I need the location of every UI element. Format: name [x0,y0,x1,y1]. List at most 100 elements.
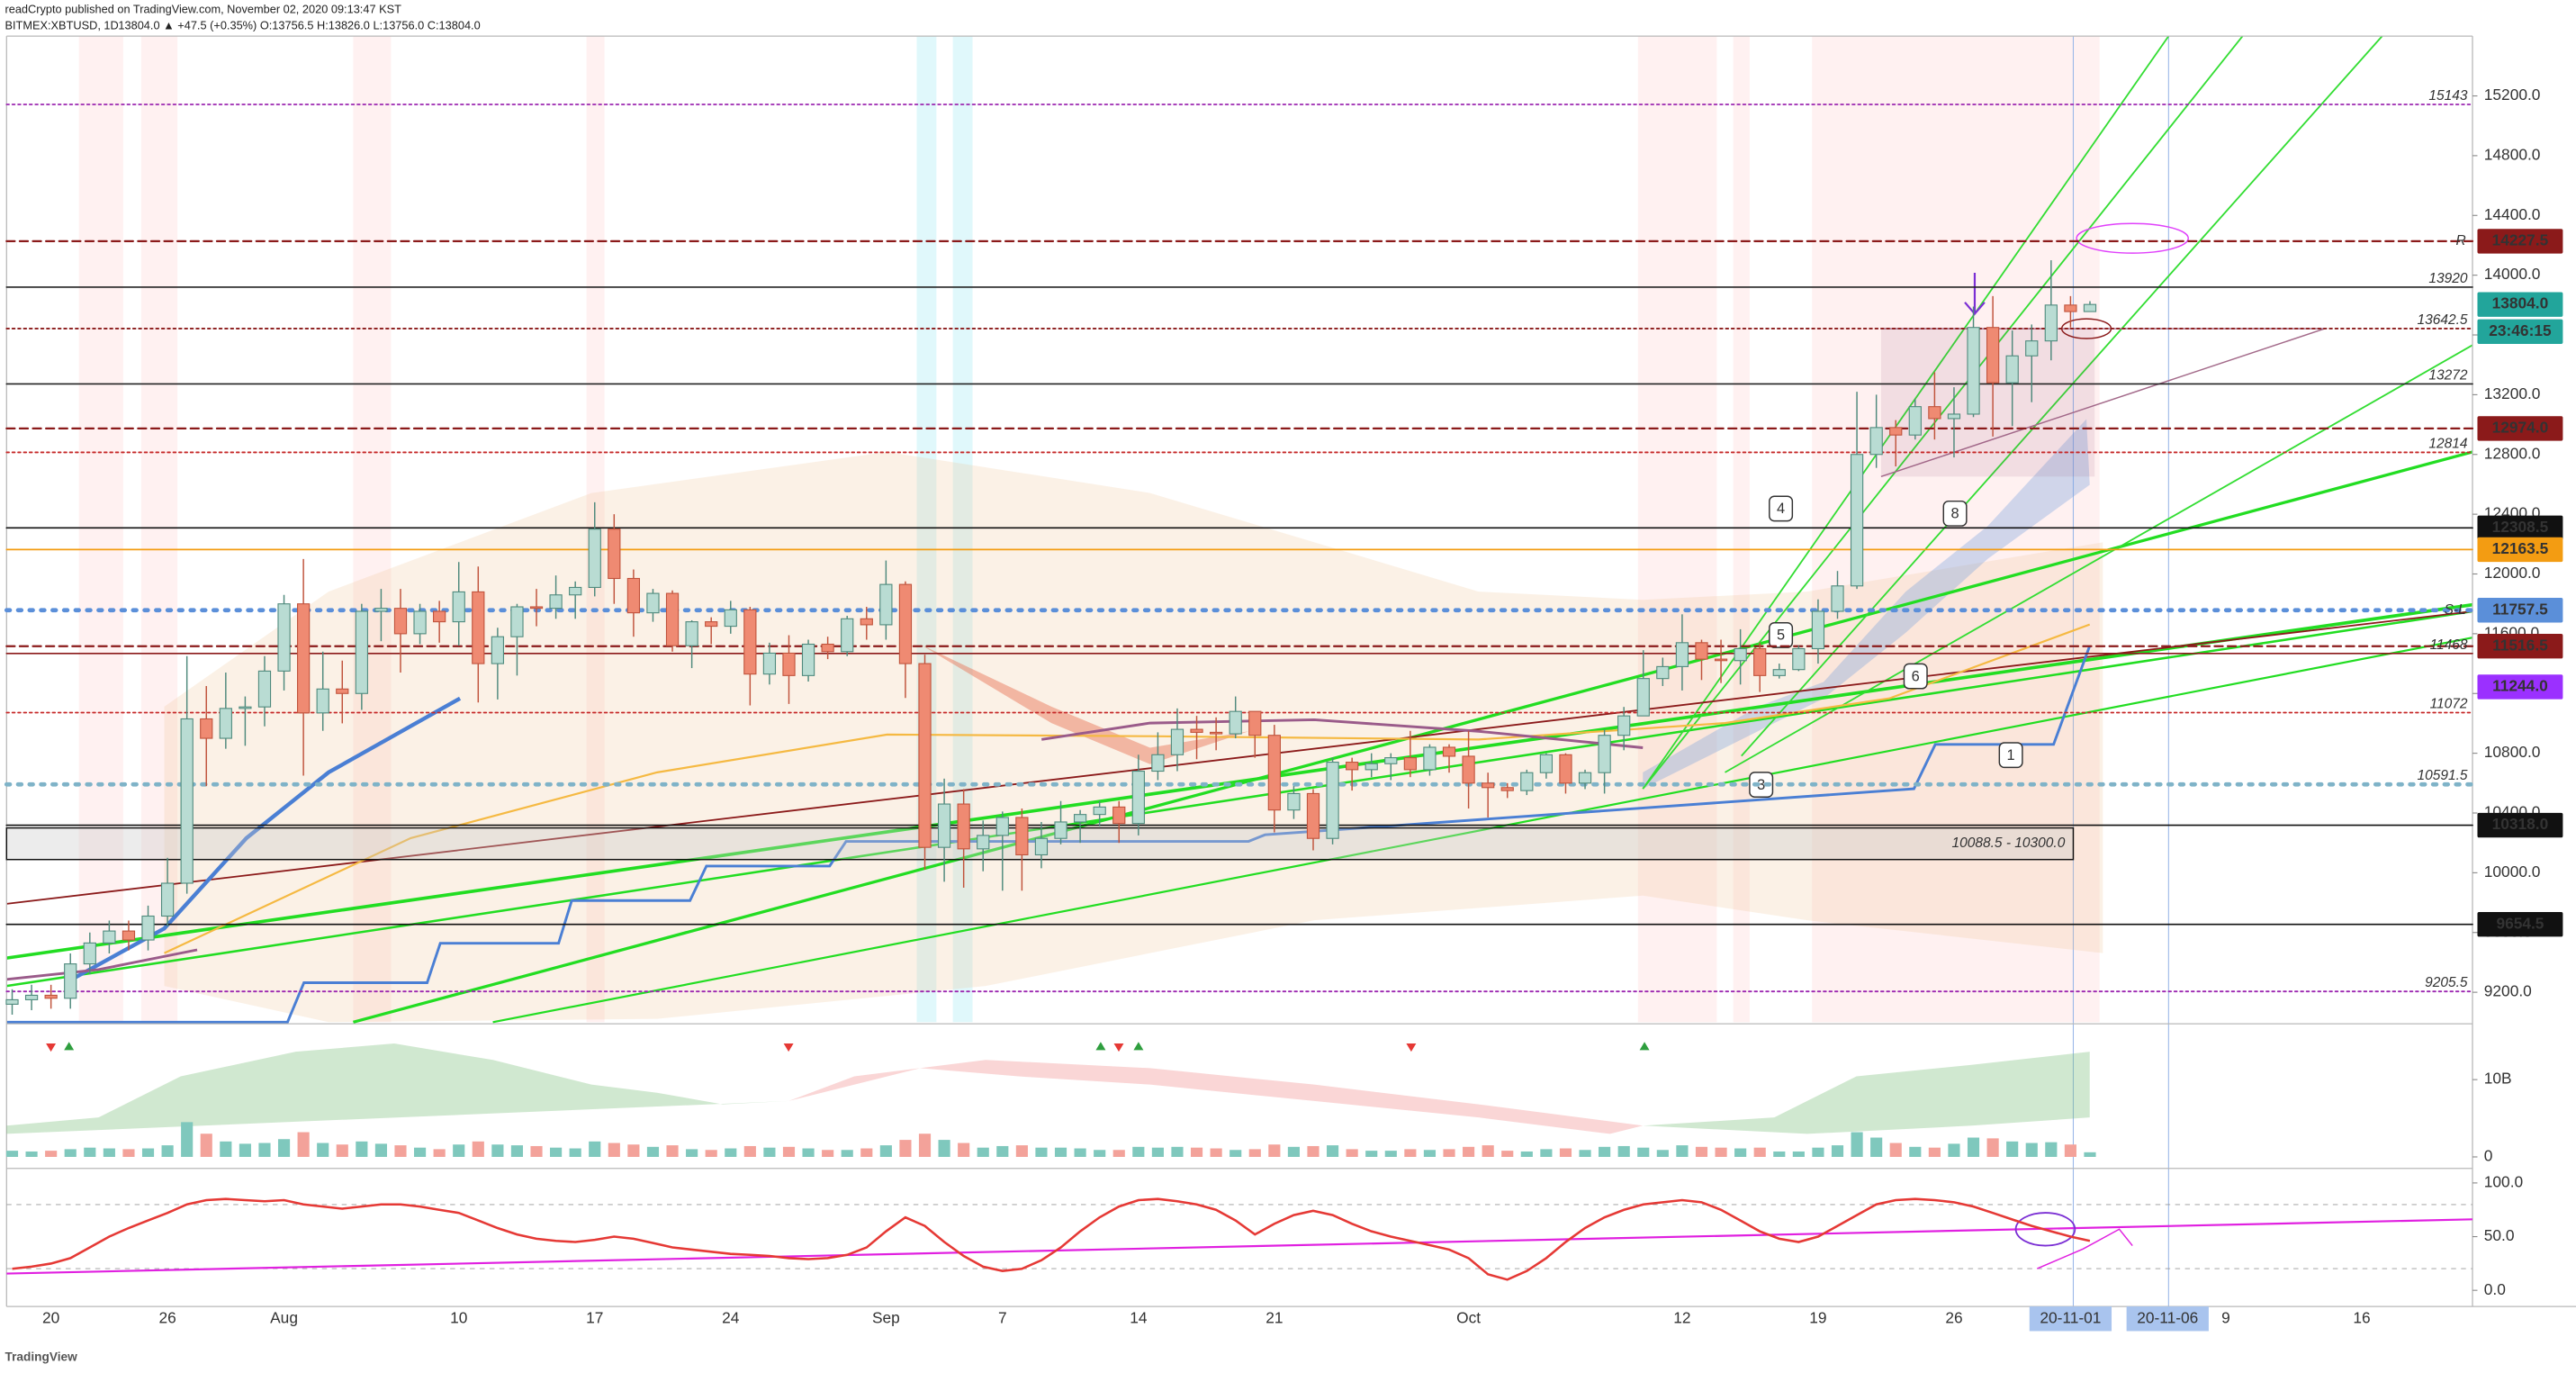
signal-markers [46,1042,1650,1052]
candle-body [529,606,544,610]
candle-body [316,688,329,714]
volume-bar [374,1143,387,1157]
volume-bar [1831,1145,1844,1157]
pane-frames [5,35,2576,1307]
candle-body [219,708,232,739]
y-tick-label: 12000.0 [2484,564,2541,582]
volume-bar [297,1132,310,1157]
candle-body [1229,710,1242,735]
y-tick-label: 100.0 [2484,1172,2523,1190]
candle-body [1500,787,1514,791]
level-tag: S-L [2445,602,2466,618]
candle-body [200,718,213,739]
candle-body [1986,327,2000,384]
volume-bar [918,1134,932,1157]
volume-bar [550,1147,563,1157]
candle-body [64,963,77,999]
volume-bar [763,1147,776,1157]
candle-body [2005,355,2019,384]
price-badge [2477,634,2563,659]
candle-body [277,603,291,672]
volume-bar [1463,1146,1475,1157]
candle-body [1753,647,1767,676]
candle-body [801,643,815,676]
candle-body [160,882,175,917]
price-badge [2477,674,2563,700]
candle-body [1093,806,1106,816]
candle-body [141,915,155,941]
candle-body [1811,610,1825,650]
volume-bar [802,1148,815,1157]
volume-bar [1734,1148,1747,1157]
volume-bar [1695,1146,1708,1157]
volume-bar [239,1143,251,1157]
price-badge [2477,912,2563,937]
level-label: 13920 [2428,271,2467,286]
volume-bar [1346,1149,1358,1157]
countdown-badge [2477,319,2563,344]
candle-body [1792,647,1806,671]
candle-body [821,643,834,653]
volume-bar [938,1140,950,1157]
candle-body [239,706,252,709]
x-tick-label: Oct [1456,1308,1481,1326]
y-tick-label: 13200.0 [2484,384,2541,402]
x-tick-label: Sep [872,1308,900,1326]
candle-body [995,817,1009,836]
annotation: 5 [1777,628,1785,644]
volume-bar [2006,1141,2019,1157]
price-badge-label: 11244.0 [2492,677,2548,695]
candle-body [898,583,913,664]
candle-body [569,586,582,596]
volume-bar [1074,1148,1086,1157]
candle-body [588,528,601,588]
oscillator-guides [6,1204,2473,1275]
volume-bar [2084,1152,2096,1157]
level-tag: R [2456,233,2466,248]
candle-body [2025,340,2039,357]
volume-bar [453,1144,465,1157]
volume-bar [608,1143,620,1157]
zone-label: 10088.5 - 10300.0 [1952,836,2066,851]
zone [5,827,2075,861]
volume-bar [1501,1151,1514,1157]
volume-bar [1617,1145,1630,1157]
candle-body [1151,754,1165,772]
volume-bar [1015,1145,1028,1157]
date-badge [2126,1306,2209,1332]
volume-bar [122,1149,135,1157]
price-badge [2477,416,2563,441]
volume-bar [1656,1150,1669,1157]
volume-bar [1520,1151,1533,1157]
price-badge-label: 10318.0 [2492,815,2549,833]
x-tick-label: 9 [2221,1308,2230,1326]
price-badge [2477,515,2563,541]
x-tick-label: 10 [450,1308,467,1326]
level-label: 10591.5 [2418,768,2468,783]
candle-body [646,592,660,614]
candle-body [841,618,854,653]
x-tick-label: 16 [2353,1308,2370,1326]
volume-bar [958,1143,970,1157]
candle-body [491,636,504,664]
price-badge-label: 12163.5 [2492,539,2549,557]
volume-bar [1035,1147,1048,1157]
ohlc-legend: 13804.0 ▲ +47.5 (+0.35%) O:13756.5 H:138… [118,19,480,32]
candle-body [355,610,368,694]
highlight-bands [78,36,2100,1023]
volume-bar [725,1148,737,1157]
volume-bar [1599,1146,1611,1157]
candle-body [1131,770,1145,825]
volume-bar [1753,1147,1766,1157]
countdown: 23:46:15 [2489,321,2552,339]
candle-body [937,803,951,848]
x-tick-label: 12 [1673,1308,1690,1326]
volume-bar [1229,1150,1242,1157]
volume-bar [1540,1149,1553,1157]
volume-cloud [6,1043,789,1134]
candle-body [1831,585,1844,612]
volume-bar [879,1145,892,1157]
logo: TradingView [5,1350,77,1363]
